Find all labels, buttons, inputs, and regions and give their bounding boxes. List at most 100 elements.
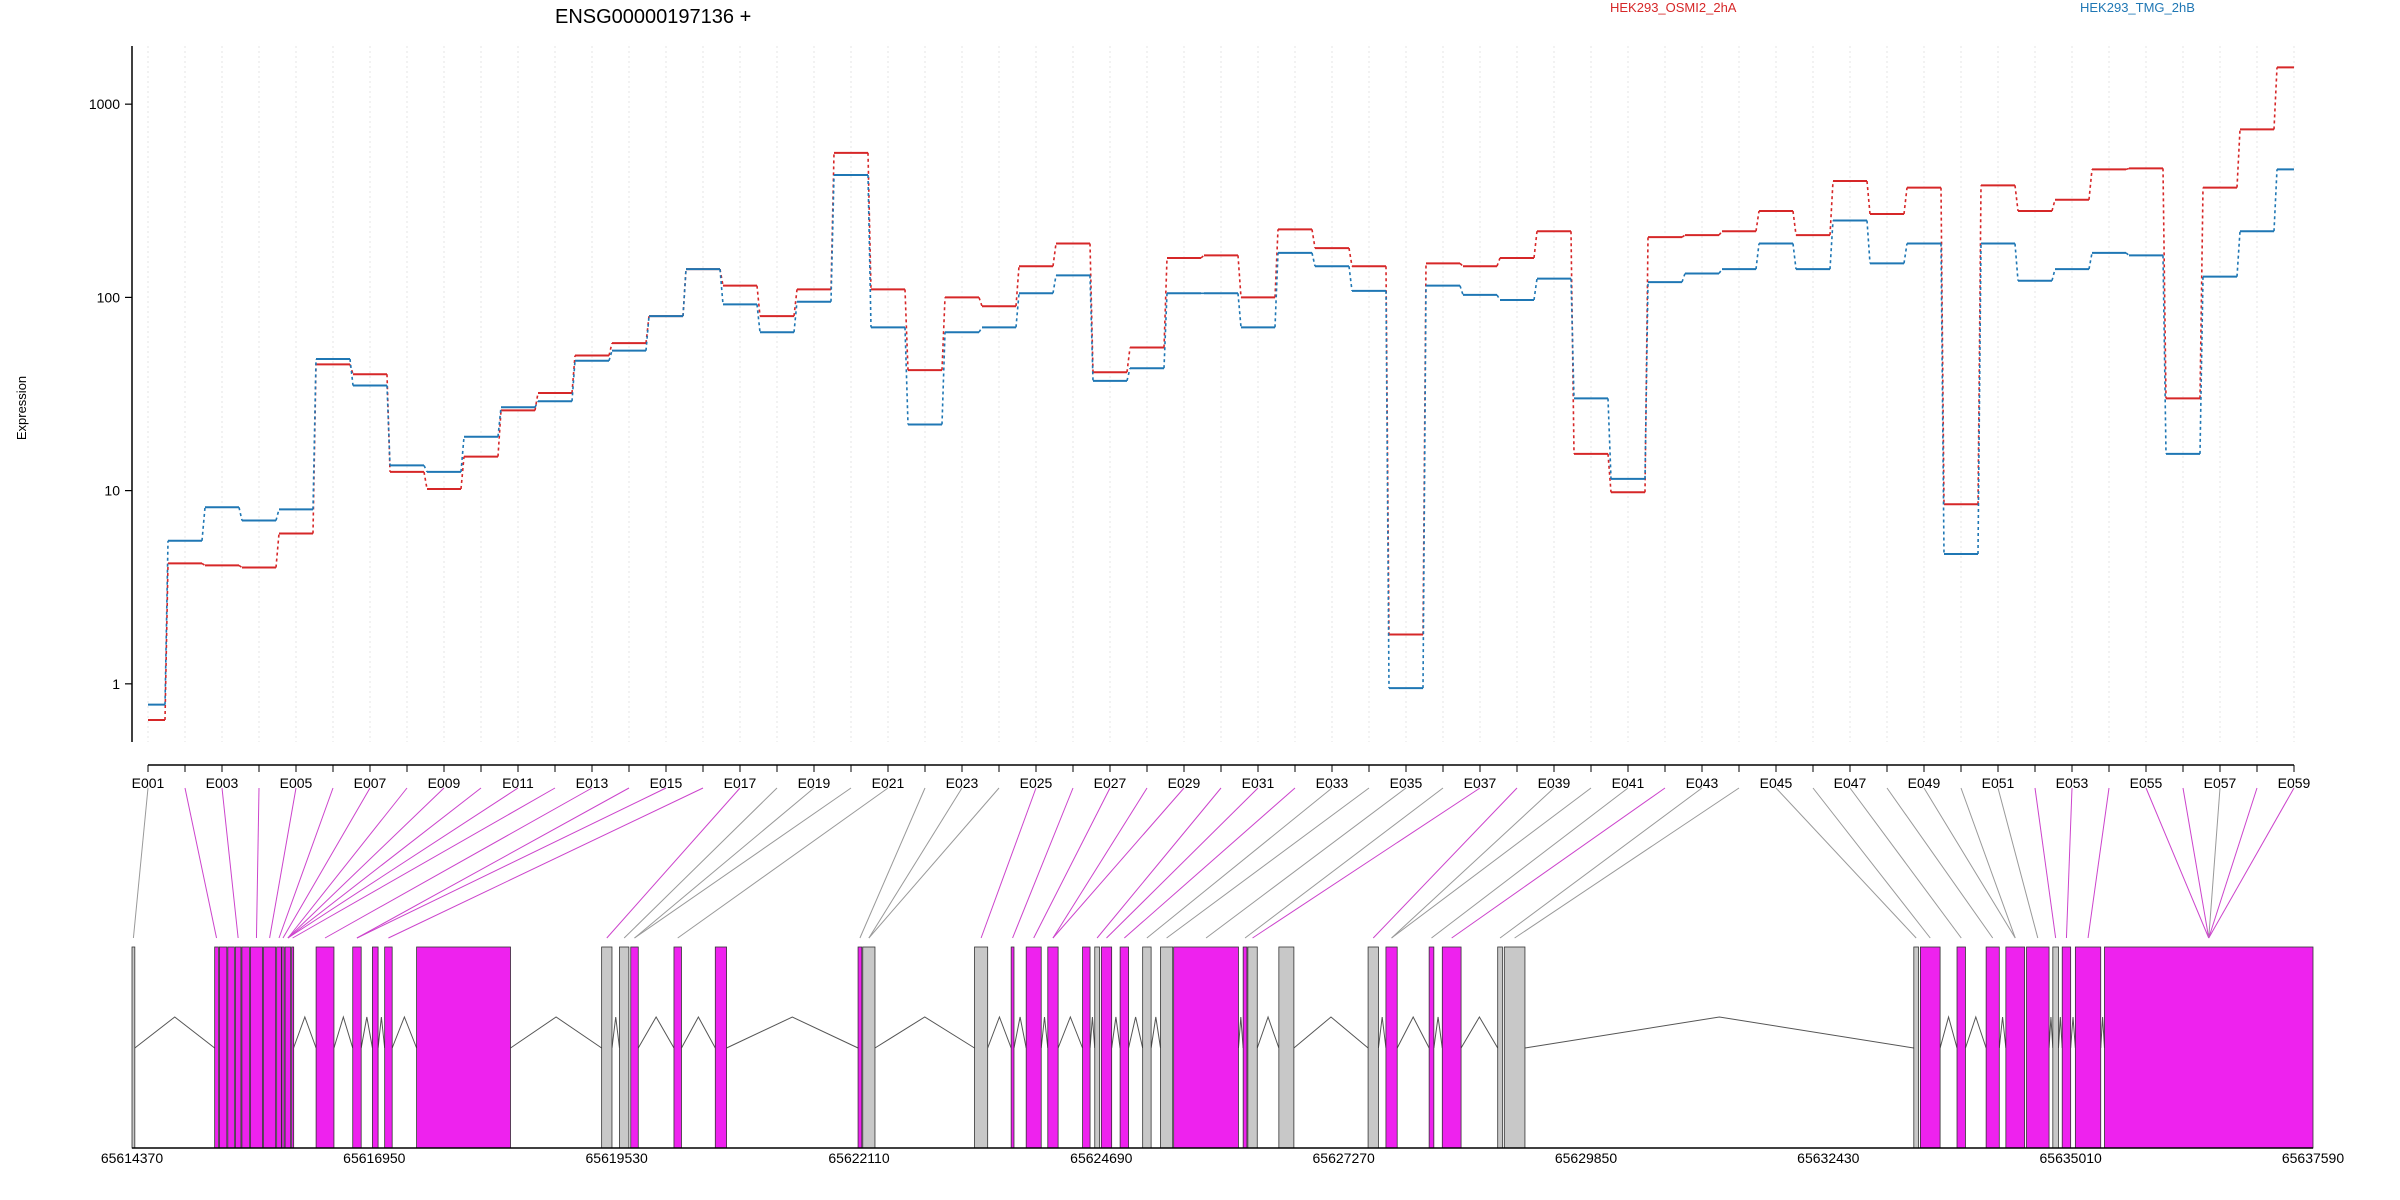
x-tick-label: E053 [2056, 775, 2089, 791]
series-segment [1570, 278, 1575, 399]
exon-block [2026, 946, 2050, 1149]
series-segment [1496, 294, 1501, 301]
exon-block [214, 946, 219, 1149]
series-segment [1866, 220, 1871, 264]
legend-item-osmi: HEK293_OSMI2_2hA [1610, 0, 1737, 15]
series-segment [312, 358, 317, 510]
series-segment [275, 509, 280, 521]
series-segment [645, 316, 650, 351]
exon-block [227, 946, 235, 1149]
exon-connector [2208, 787, 2221, 939]
exon-block [1385, 946, 1398, 1149]
exon-connector [1391, 787, 1592, 939]
exon-block [714, 946, 727, 1149]
exon-block [1173, 946, 1239, 1149]
series-segment [1718, 268, 1723, 274]
series-segment [386, 385, 391, 466]
exon-block [241, 946, 250, 1149]
exon-connector [324, 787, 593, 939]
series-segment [1903, 243, 1908, 264]
series-segment [941, 297, 946, 371]
x-tick-label: E005 [280, 775, 313, 791]
exon-block [601, 946, 613, 1149]
intron-line [1939, 1015, 1958, 1049]
exon-connector [269, 787, 297, 939]
exon-connector [184, 787, 218, 939]
exon-connector [1960, 787, 2016, 939]
exon-connector [278, 787, 334, 939]
series-segment [1792, 243, 1797, 270]
series-segment [1348, 266, 1353, 292]
exon-block [1913, 946, 1919, 1149]
x-tick-label: E037 [1464, 775, 1497, 791]
x-tick-label: E033 [1316, 775, 1349, 791]
series-segment [2199, 276, 2204, 454]
exon-block [1247, 946, 1258, 1149]
x-tick-label: E029 [1168, 775, 1201, 791]
series-segment [904, 327, 909, 425]
exon-connector [1244, 787, 1444, 939]
intron-line [1237, 1016, 1244, 1049]
exon-connector [2145, 787, 2210, 939]
exon-connector [1012, 787, 1074, 939]
x-tick-label: E043 [1686, 775, 1719, 791]
intron-line [1040, 1016, 1049, 1049]
gene-model: 65614370 65616950 65619530 65622110 65624690… [101, 946, 2345, 1166]
exon-block [1919, 946, 1941, 1149]
exon-connector [356, 787, 630, 939]
exon-connector [634, 787, 852, 939]
intron-line [1013, 1016, 1027, 1049]
exon-connectors [132, 787, 2295, 939]
series-segment [904, 289, 909, 371]
series-segment [1533, 231, 1538, 259]
genomic-tick-label: 65614370 [101, 1150, 164, 1166]
exon-connector [2182, 787, 2210, 939]
series-segment [1422, 285, 1427, 689]
exon-block [249, 946, 263, 1149]
series-segment [1977, 243, 1982, 554]
exon-block [1242, 946, 1248, 1149]
exon-block [619, 946, 630, 1149]
exon-block [1428, 946, 1435, 1149]
exon-connector [623, 787, 778, 939]
x-tick-label: E015 [650, 775, 683, 791]
exon-connector [2208, 787, 2258, 939]
series-segment [1496, 257, 1501, 267]
exon-block [2104, 946, 2314, 1149]
series-segment [1607, 398, 1612, 479]
series-segment [1385, 290, 1390, 689]
exon-connector [1886, 787, 1994, 939]
series-segment [2236, 231, 2241, 277]
intron-line [1089, 1016, 1096, 1049]
exon-block [281, 946, 285, 1149]
series-segment [1755, 243, 1760, 270]
exon-block [862, 946, 876, 1149]
intron-line [1111, 1016, 1121, 1049]
exon-block [974, 946, 989, 1149]
y-tick-label: 1000 [89, 96, 120, 112]
series-segment [275, 533, 280, 568]
exon-connector [2065, 787, 2073, 939]
exon-block [673, 946, 682, 1149]
axes: 1 10 100 1000 E001 E003 E005 E007 E009 E011 E013 E0… [89, 46, 2311, 791]
x-tick-label: E039 [1538, 775, 1571, 791]
genomic-tick-label: 65637590 [2282, 1150, 2345, 1166]
exon-block [1985, 946, 2000, 1149]
intron-line [1433, 1016, 1443, 1049]
intron-line [2048, 1016, 2054, 1049]
series-segment [164, 563, 169, 720]
series-segment [2125, 167, 2130, 171]
series-segment [497, 407, 502, 437]
intron-line [1128, 1016, 1144, 1049]
series-segment [1607, 453, 1612, 493]
exon-connector [1252, 787, 1481, 939]
exon-connector [1124, 787, 1296, 939]
x-tick-label: E031 [1242, 775, 1275, 791]
exon-connector [132, 787, 149, 939]
exon-block [1047, 946, 1059, 1149]
exon-block [1956, 946, 1966, 1149]
series-segment [1718, 230, 1723, 236]
exon-block [1160, 946, 1174, 1149]
y-tick-label: 100 [97, 289, 121, 305]
genomic-tick-label: 65632430 [1797, 1150, 1860, 1166]
